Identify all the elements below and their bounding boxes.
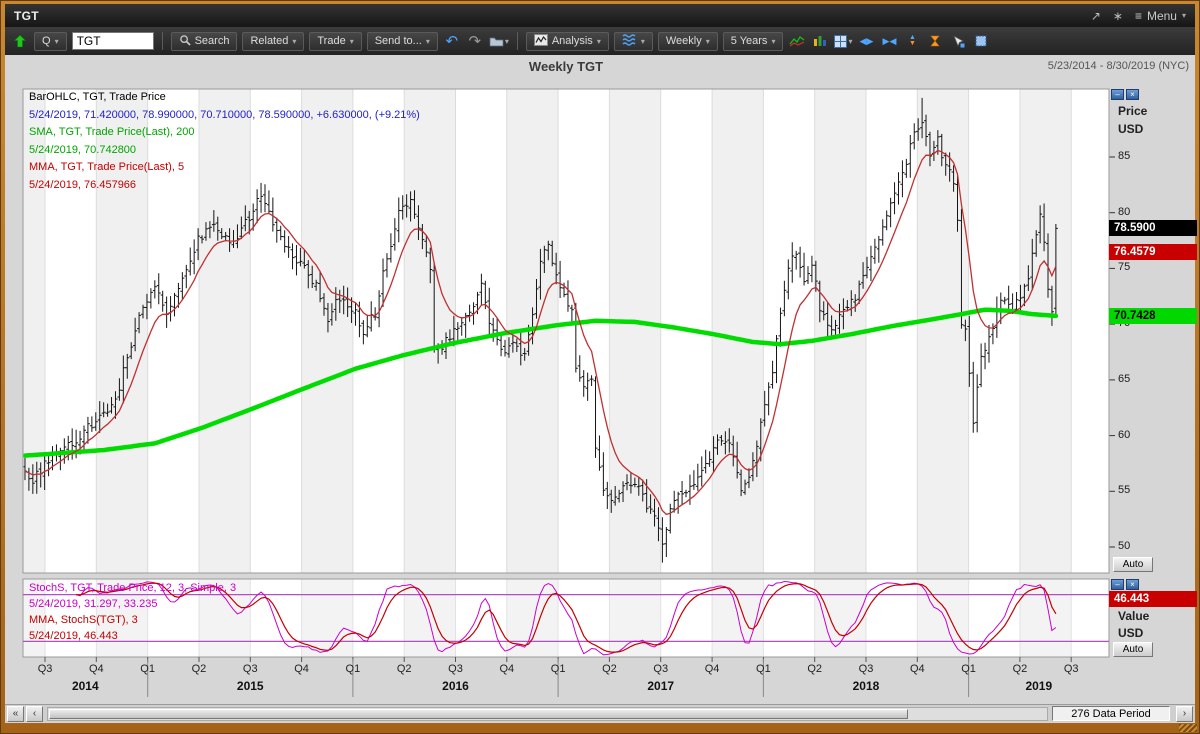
trade-button[interactable]: Trade ▾	[309, 31, 362, 51]
folder-icon[interactable]: ▾	[489, 31, 509, 51]
related-label: Related	[250, 35, 289, 47]
sma-value-callout: 70.7428	[1109, 308, 1197, 324]
layout-grid-icon[interactable]: ▾	[834, 31, 852, 51]
title-bar: TGT ↗ ∗ ≡ Menu ▾	[5, 4, 1195, 27]
popout-icon[interactable]: ↗	[1090, 8, 1101, 23]
toolbar-separator	[161, 32, 163, 50]
chart-title: Weekly TGT	[528, 59, 604, 74]
analysis-label: Analysis	[551, 35, 593, 47]
analysis-icon	[533, 33, 548, 49]
chevron-down-icon: ▾	[596, 36, 601, 46]
stoch-axis-unit: USD	[1118, 626, 1144, 640]
settings-icon[interactable]: ∗	[1112, 8, 1123, 23]
related-button[interactable]: Related ▾	[242, 31, 305, 51]
chevron-down-icon: ▾	[292, 36, 297, 46]
zoom-in-out-icon[interactable]: ▶◀	[882, 35, 897, 46]
stoch-panel-controls: – ×	[1111, 579, 1139, 590]
undo-icon[interactable]: ↶	[445, 33, 459, 50]
scroll-right-button[interactable]: ›	[1176, 705, 1193, 722]
mma-value-callout: 76.4579	[1109, 244, 1197, 260]
price-axis-unit: USD	[1118, 122, 1144, 136]
window-title: TGT	[14, 8, 39, 23]
symbol-input[interactable]	[71, 32, 154, 50]
panel-minimize-icon[interactable]: –	[1111, 579, 1124, 590]
study-chart-icon[interactable]	[811, 31, 829, 51]
panel-minimize-icon[interactable]: –	[1111, 89, 1124, 100]
annotations-button[interactable]: ▾	[613, 31, 653, 51]
panel-close-icon[interactable]: ×	[1126, 89, 1139, 100]
hamburger-icon: ≡	[1134, 8, 1142, 23]
menu-label: Menu	[1146, 8, 1177, 23]
panel-close-icon[interactable]: ×	[1126, 579, 1139, 590]
main-panel-controls: – ×	[1111, 89, 1139, 100]
scroll-left-button[interactable]: ‹	[26, 705, 43, 722]
selection-icon[interactable]	[972, 31, 990, 51]
search-button[interactable]: Search	[170, 31, 238, 51]
chevron-down-icon: ▾	[640, 36, 645, 46]
stoch-axis-title: Value	[1118, 609, 1150, 623]
symbol-type-label: Q	[42, 35, 51, 47]
resize-grip[interactable]	[1179, 724, 1197, 732]
up-arrow-icon[interactable]	[11, 31, 29, 51]
horizontal-scrollbar: « ‹ 276 Data Period ›	[5, 704, 1195, 722]
scrollbar-thumb[interactable]	[49, 708, 909, 719]
down-triangle-icon: ▼	[909, 40, 916, 47]
price-chart-icon[interactable]	[788, 31, 806, 51]
pan-left-right-icon[interactable]: ◀▶	[859, 35, 874, 46]
range-button[interactable]: 5 Years ▾	[722, 31, 784, 51]
chart-header: Weekly TGT	[23, 58, 1109, 76]
send-to-button[interactable]: Send to... ▾	[366, 31, 438, 51]
crosshair-icon[interactable]	[949, 31, 967, 51]
data-period-display[interactable]: 276 Data Period	[1052, 706, 1170, 721]
interval-button[interactable]: Weekly ▾	[657, 31, 718, 51]
chevron-down-icon: ▾	[349, 36, 354, 46]
toolbar: Q ▾ Search Related ▾ Trade ▾ Send to... …	[5, 27, 1195, 55]
trade-label: Trade	[317, 35, 346, 47]
chevron-down-icon: ▾	[504, 36, 509, 46]
toolbar-separator	[516, 32, 518, 50]
search-label: Search	[194, 35, 230, 47]
hourglass-icon[interactable]	[926, 31, 944, 51]
interval-label: Weekly	[665, 35, 702, 47]
chevron-down-icon: ▾	[1181, 11, 1186, 20]
chevron-down-icon: ▾	[771, 36, 776, 46]
stoch-value-callout: 46.443	[1109, 591, 1197, 607]
menu-button[interactable]: ≡ Menu ▾	[1135, 9, 1186, 23]
range-label: 5 Years	[730, 35, 768, 47]
price-axis-auto-button[interactable]: Auto	[1113, 557, 1153, 572]
send-to-label: Send to...	[374, 35, 422, 47]
chevron-down-icon: ▾	[425, 36, 430, 46]
symbol-type-button[interactable]: Q ▾	[34, 31, 67, 51]
analysis-button[interactable]: Analysis ▾	[525, 31, 609, 51]
last-price-callout: 78.5900	[1109, 220, 1197, 236]
stoch-axis-auto-button[interactable]: Auto	[1113, 642, 1153, 657]
chevron-down-icon: ▾	[705, 36, 710, 46]
chevron-down-icon: ▾	[54, 36, 59, 46]
chart-date-range: 5/23/2014 - 8/30/2019 (NYC)	[1047, 60, 1189, 72]
scrollbar-track[interactable]	[47, 706, 1048, 721]
sort-updown-icon[interactable]: ▲ ▼	[903, 31, 921, 51]
chart-workspace	[5, 55, 1195, 723]
up-triangle-icon: ▲	[909, 34, 916, 41]
scroll-far-left-button[interactable]: «	[7, 705, 24, 722]
search-icon	[179, 34, 191, 49]
redo-icon[interactable]: ↷	[468, 33, 482, 50]
waves-icon	[622, 33, 637, 49]
chevron-down-icon: ▾	[848, 36, 853, 46]
price-axis-title: Price	[1118, 104, 1148, 118]
